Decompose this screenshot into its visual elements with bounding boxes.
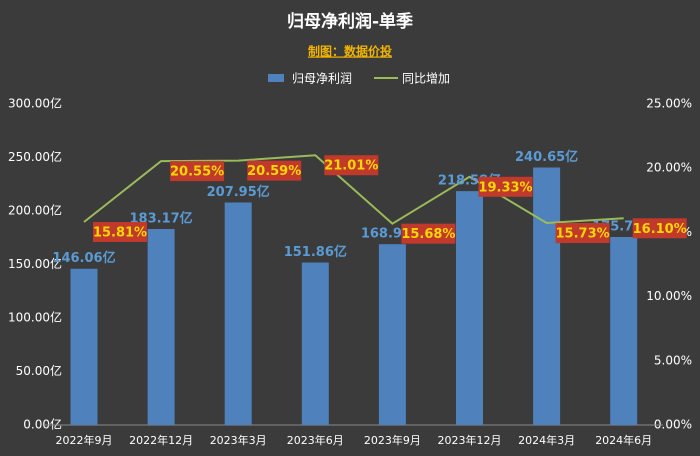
bar-value-label: 207.95亿 xyxy=(207,184,270,200)
bar xyxy=(610,237,638,425)
bar xyxy=(456,191,483,425)
y2-tick-label: 10.00% xyxy=(646,289,692,303)
x-tick-label: 2022年9月 xyxy=(56,433,113,447)
line-label-box xyxy=(632,218,687,239)
y2-tick-label: 20.00% xyxy=(646,161,692,175)
line-label-box xyxy=(478,176,533,197)
line xyxy=(83,154,624,225)
y-tick-label: 200.00亿 xyxy=(8,203,62,218)
x-tick-label: 2024年3月 xyxy=(518,433,575,447)
bar-value-label: 240.65亿 xyxy=(515,149,578,165)
line-value-label: 20.55% xyxy=(170,165,224,180)
line-value-label: 21.01% xyxy=(324,159,378,174)
line-value-label: 20.59% xyxy=(247,164,301,179)
bar xyxy=(224,202,252,425)
bar xyxy=(533,167,561,425)
line-label-box xyxy=(170,161,225,182)
bar xyxy=(70,268,98,425)
x-tick-label: 2023年9月 xyxy=(364,433,421,447)
legend-label: 归母净利润 xyxy=(292,72,352,86)
line-value-label: 15.81% xyxy=(93,225,147,240)
legend-label: 同比增加 xyxy=(402,72,450,86)
x-tick-label: 2023年3月 xyxy=(210,433,267,447)
bar-value-label: 151.86亿 xyxy=(284,244,347,260)
line-label-box xyxy=(555,223,610,244)
x-tick-label: 2022年12月 xyxy=(129,433,193,447)
chart-title: 归母净利润-单季 xyxy=(287,11,413,32)
line-value-label: 16.10% xyxy=(633,222,687,237)
x-tick-label: 2023年12月 xyxy=(438,433,502,447)
x-tick-label: 2024年6月 xyxy=(595,433,652,447)
bar-value-label: 146.06亿 xyxy=(52,250,115,266)
x-tick-label: 2023年6月 xyxy=(287,433,344,447)
line-value-label: 15.73% xyxy=(556,227,610,242)
y-tick-label: 250.00亿 xyxy=(8,149,62,164)
bar xyxy=(147,229,175,425)
line-label-box xyxy=(93,221,147,242)
bar xyxy=(301,262,329,425)
bar xyxy=(378,244,406,425)
y-tick-label: 50.00亿 xyxy=(16,363,62,378)
line-label-box xyxy=(247,160,302,181)
y-tick-label: 300.00亿 xyxy=(8,96,62,111)
y-tick-label: 100.00亿 xyxy=(8,310,62,325)
chart-subtitle: 制图：数据价投 xyxy=(308,44,392,59)
y2-tick-label: 25.00% xyxy=(646,97,692,111)
line-label-box xyxy=(401,223,456,244)
legend-swatch xyxy=(268,74,284,82)
y-tick-label: 0.00亿 xyxy=(23,417,62,432)
line-value-label: 15.68% xyxy=(401,227,455,242)
y-tick-label: 150.00亿 xyxy=(8,256,62,271)
line-value-label: 19.33% xyxy=(478,180,532,195)
line-label-box xyxy=(324,155,379,176)
y2-tick-label: 5.00% xyxy=(654,353,692,367)
y2-tick-label: 0.00% xyxy=(654,418,692,432)
